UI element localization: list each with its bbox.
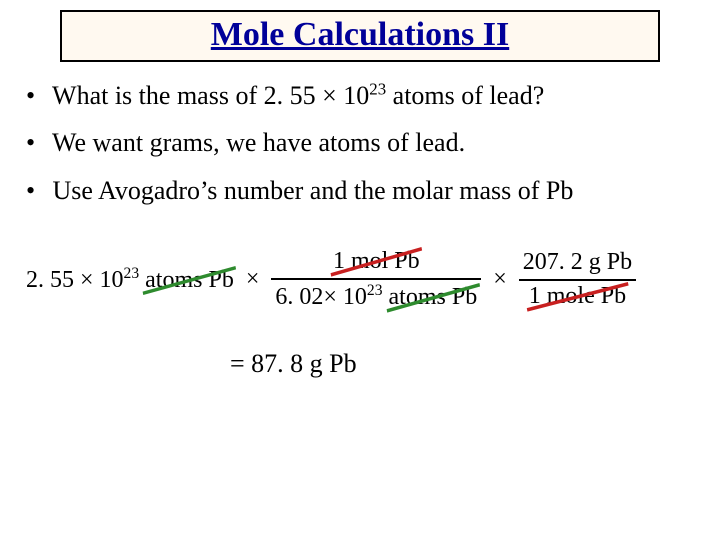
bullet-dot: • <box>26 79 46 113</box>
bullet-1: • What is the mass of 2. 55 × 1023 atoms… <box>26 78 700 112</box>
title-box: Mole Calculations II <box>60 10 660 62</box>
cancelled-unit: atoms Pb <box>389 284 478 312</box>
fraction-2: 207. 2 g Pb 1 mole Pb <box>519 249 636 310</box>
cancelled-unit: 1 mol Pb <box>333 248 420 276</box>
slide: Mole Calculations II • What is the mass … <box>0 0 720 540</box>
unit-text: atoms Pb <box>389 284 478 310</box>
unit-text: atoms Pb <box>145 267 234 293</box>
bullet-dot: • <box>26 174 46 208</box>
bullet-text: Use Avogadro’s number and the molar mass… <box>53 176 574 205</box>
qty: 2. 55 × 10 <box>26 267 124 293</box>
times-sign: × <box>489 266 511 293</box>
result: = 87. 8 g Pb <box>230 349 700 379</box>
bullet-3: • Use Avogadro’s number and the molar ma… <box>26 174 700 208</box>
fraction-bar <box>271 278 481 280</box>
numerator: 207. 2 g Pb <box>519 249 636 277</box>
fraction-bar <box>519 279 636 281</box>
cancelled-unit: 1 mole Pb <box>529 283 626 311</box>
equation: 2. 55 × 1023 atoms Pb × 1 mol Pb 6. 02× … <box>26 248 700 311</box>
page-title: Mole Calculations II <box>211 16 509 53</box>
denominator: 6. 02× 1023 atoms Pb <box>271 282 481 312</box>
exp: 23 <box>367 282 383 299</box>
cancelled-unit: atoms Pb <box>145 267 234 294</box>
unit-text: 1 mole Pb <box>529 283 626 309</box>
bullet-dot: • <box>26 126 46 160</box>
fraction-1: 1 mol Pb 6. 02× 1023 atoms Pb <box>271 248 481 311</box>
exp: 23 <box>124 265 140 282</box>
denominator: 1 mole Pb <box>525 283 630 311</box>
bullet-text: We want grams, we have atoms of lead. <box>52 128 465 157</box>
bullet-2: • We want grams, we have atoms of lead. <box>26 126 700 160</box>
times-sign: × <box>242 266 264 293</box>
equation-term-1: 2. 55 × 1023 atoms Pb <box>26 265 234 294</box>
numerator: 1 mol Pb <box>329 248 424 276</box>
qty: 6. 02× 10 <box>275 284 367 310</box>
bullet-text: What is the mass of 2. 55 × 1023 atoms o… <box>52 81 544 110</box>
unit-text: 1 mol Pb <box>333 248 420 274</box>
